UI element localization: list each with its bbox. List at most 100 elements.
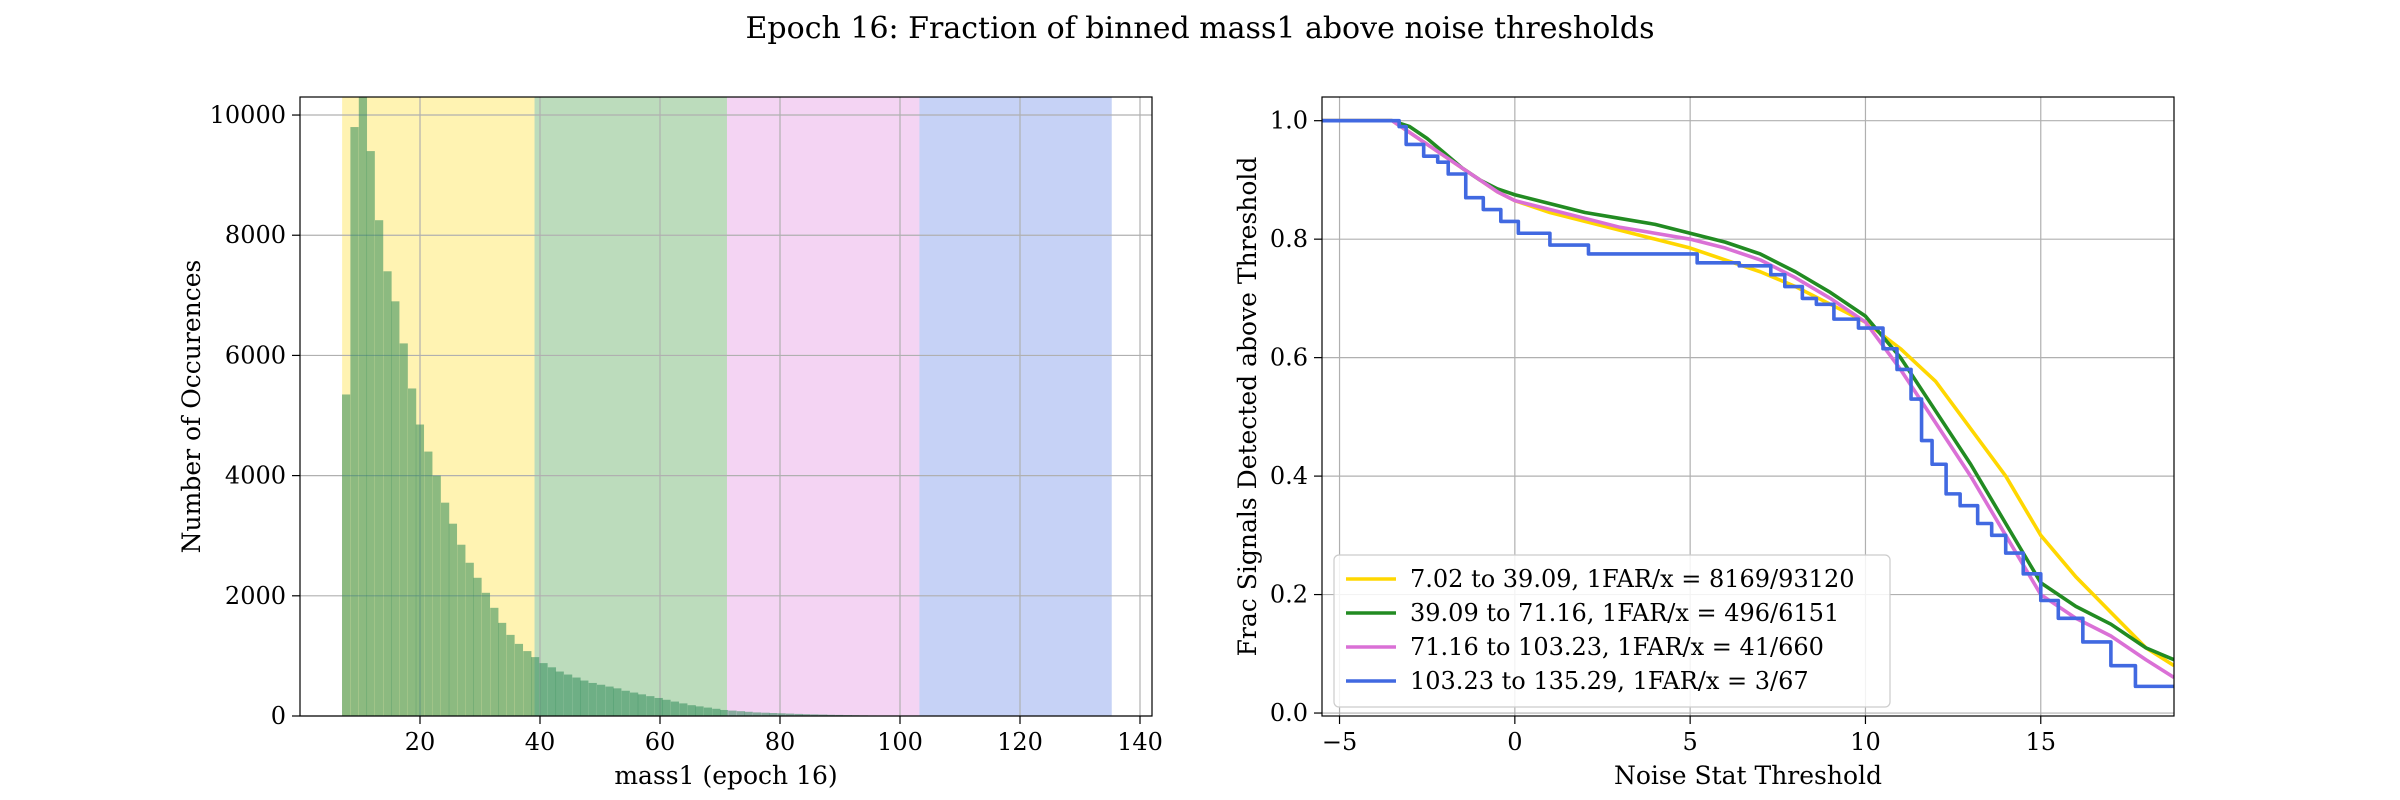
histogram-bar	[728, 710, 737, 716]
histogram-y-axis-label: Number of Occurences	[177, 260, 206, 554]
histogram-bar	[613, 688, 622, 716]
histogram-bar	[457, 544, 466, 716]
histogram-bar	[819, 714, 828, 716]
histogram-bar	[736, 711, 746, 716]
histogram-bar	[687, 705, 696, 716]
histogram-bar	[547, 667, 557, 716]
histogram-bars	[342, 97, 918, 717]
line-chart-y-tick-label: 0.0	[1270, 699, 1308, 727]
histogram-bar	[588, 682, 597, 716]
line-chart-frame	[1321, 96, 2175, 717]
histogram-bar	[448, 523, 458, 716]
mass-bin-band	[534, 97, 727, 716]
histogram-y-tick-label: 8000	[225, 221, 286, 249]
legend-entry-label: 103.23 to 135.29, 1FAR/x = 3/67	[1410, 667, 1809, 695]
mass-bin-band	[726, 97, 920, 716]
mass-bin-band	[919, 97, 1112, 716]
histogram-bar	[490, 607, 499, 716]
line-chart-ticks: −5 0 5 10 15 0.0 0.2 0.4 0.6 0.8 1.0	[1270, 107, 2056, 756]
histogram-bar	[555, 671, 564, 716]
histogram-x-tick-label: 60	[645, 728, 676, 756]
histogram-bar	[564, 674, 573, 716]
histogram-chart: 20 40 60 80 100 120 1400200040006000800010000 …	[177, 96, 1163, 790]
histogram-bar	[605, 686, 614, 716]
histogram-bar	[350, 127, 359, 717]
histogram-bar	[679, 703, 688, 716]
line-chart-x-tick-label: −5	[1322, 728, 1357, 756]
histogram-x-tick-label: 100	[877, 728, 923, 756]
histogram-bar	[786, 713, 795, 716]
histogram-bar	[481, 592, 491, 716]
line-chart-x-tick-label: 10	[1850, 728, 1881, 756]
line-chart-y-tick-label: 0.2	[1270, 581, 1308, 609]
legend-entry-label: 71.16 to 103.23, 1FAR/x = 41/660	[1410, 633, 1824, 661]
line-chart-x-tick-label: 5	[1683, 728, 1698, 756]
histogram-bar	[670, 701, 680, 716]
histogram-x-tick-label: 80	[765, 728, 796, 756]
histogram-y-tick-label: 10000	[210, 101, 286, 129]
histogram-bar	[473, 577, 482, 716]
line-chart-y-tick-label: 1.0	[1270, 107, 1308, 135]
histogram-bar	[432, 475, 441, 716]
histogram-bar	[580, 680, 589, 716]
histogram-bar	[383, 271, 392, 716]
histogram-y-tick-label: 2000	[225, 582, 286, 610]
histogram-bar	[514, 643, 524, 716]
histogram-bar	[810, 714, 819, 716]
histogram-x-tick-label: 140	[1117, 728, 1163, 756]
mass-bin-bands	[342, 97, 1112, 716]
legend-box	[1333, 554, 1891, 708]
histogram-bar	[441, 502, 450, 716]
histogram-bar	[695, 706, 704, 716]
histogram-bar	[753, 712, 762, 716]
histogram-bar	[720, 709, 729, 716]
histogram-bar	[662, 699, 671, 716]
histogram-bar	[572, 677, 581, 716]
histogram-x-axis-label: mass1 (epoch 16)	[614, 761, 837, 790]
histogram-bar	[506, 634, 515, 716]
line-chart-x-tick-label: 15	[2025, 728, 2056, 756]
histogram-bar	[415, 424, 425, 716]
line-chart-x-axis-label: Noise Stat Threshold	[1614, 761, 1882, 790]
histogram-bar	[761, 712, 770, 716]
histogram-bar	[630, 692, 639, 716]
histogram-bar	[366, 151, 375, 716]
histogram-bar	[498, 622, 507, 716]
histogram-bar	[391, 301, 400, 716]
line-chart-y-axis-label: Frac Signals Detected above Threshold	[1233, 157, 1262, 657]
detection-fraction-chart: −5 0 5 10 15 0.0 0.2 0.4 0.6 0.8 1.0 Noise Stat Th…	[1233, 96, 2175, 790]
histogram-x-tick-label: 120	[997, 728, 1043, 756]
histogram-bar	[621, 690, 630, 716]
legend-entry-label: 7.02 to 39.09, 1FAR/x = 8169/93120	[1410, 565, 1855, 593]
line-chart-series	[1322, 118, 2174, 689]
histogram-bar	[744, 711, 753, 716]
histogram-bar	[777, 713, 786, 716]
histogram-bar	[408, 388, 417, 716]
histogram-bar	[375, 220, 384, 716]
histogram-bar	[342, 394, 351, 716]
series-line	[1322, 118, 2174, 680]
series-line	[1322, 118, 2174, 662]
histogram-bar	[531, 657, 540, 716]
histogram-bar	[712, 708, 721, 716]
histogram-y-tick-label: 4000	[225, 462, 286, 490]
line-chart-x-tick-label: 0	[1507, 728, 1522, 756]
histogram-bar	[465, 562, 474, 716]
histogram-bar	[826, 714, 836, 716]
histogram-bar	[523, 651, 532, 716]
histogram-bar	[802, 714, 811, 716]
histogram-bar	[597, 684, 606, 716]
histogram-bar	[424, 451, 433, 716]
line-chart-y-tick-label: 0.6	[1270, 344, 1308, 372]
histogram-bar	[646, 696, 655, 716]
histogram-bar	[703, 707, 713, 716]
histogram-bar	[358, 97, 368, 716]
legend: 7.02 to 39.09, 1FAR/x = 8169/93120 39.09 …	[1333, 554, 1891, 708]
histogram-bar	[637, 694, 647, 716]
histogram-bar	[794, 713, 803, 716]
histogram-bar	[539, 663, 548, 716]
series-line	[1322, 118, 2174, 689]
histogram-ticks: 20 40 60 80 100 120 140 0 2000 4000 6000 8000 10000	[210, 101, 1163, 756]
figure-title: Epoch 16: Fraction of binned mass1 above…	[746, 11, 1655, 46]
